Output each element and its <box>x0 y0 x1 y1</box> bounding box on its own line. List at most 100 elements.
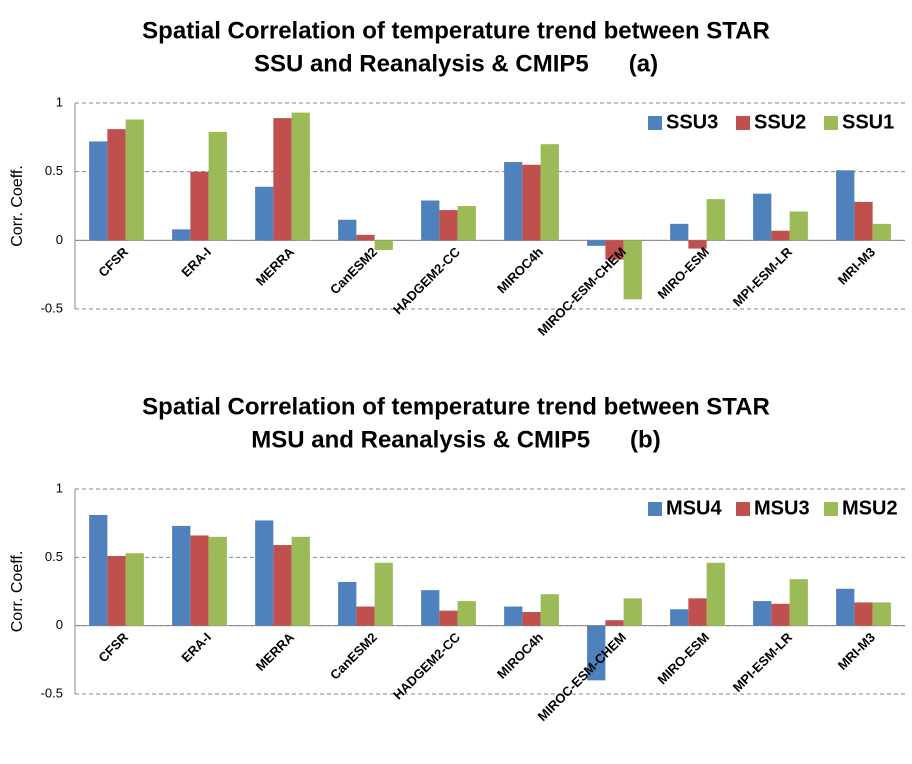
x-tick-label: MIROC4h <box>494 630 546 682</box>
bar <box>273 118 292 241</box>
bar <box>706 562 725 626</box>
bar <box>504 606 523 626</box>
bar <box>208 536 227 626</box>
x-tick-label: MIROC4h <box>494 244 546 296</box>
bar <box>605 240 624 260</box>
bar <box>421 590 440 626</box>
bar <box>587 240 606 246</box>
bar <box>789 579 808 626</box>
bar <box>356 606 375 626</box>
chart-title: MSU and Reanalysis & CMIP5 (b) <box>251 426 660 453</box>
bar <box>291 536 310 626</box>
bar <box>338 219 357 241</box>
bar <box>439 610 458 626</box>
bar <box>439 210 458 241</box>
bar <box>89 514 108 626</box>
y-axis-label: Corr. Coeff. <box>9 165 26 247</box>
bar <box>125 119 144 241</box>
bar <box>190 171 209 241</box>
chart-title: Spatial Correlation of temperature trend… <box>142 393 770 420</box>
bar <box>89 141 108 241</box>
legend-label: SSU2 <box>754 111 806 133</box>
bar <box>587 625 606 681</box>
bar <box>208 131 227 241</box>
y-axis-label: Corr. Coeff. <box>9 551 26 633</box>
chart-title: SSU and Reanalysis & CMIP5 (a) <box>254 50 658 77</box>
bar <box>771 230 790 241</box>
bar <box>457 601 476 626</box>
bar <box>854 201 873 241</box>
bar <box>172 525 191 626</box>
legend-label: MSU2 <box>842 497 898 519</box>
bar <box>623 598 642 626</box>
x-tick-label: ERA-I <box>178 630 214 666</box>
bar <box>836 588 855 626</box>
x-tick-label: ERA-I <box>178 244 214 280</box>
bar <box>789 211 808 241</box>
chart-title: Spatial Correlation of temperature trend… <box>142 17 770 44</box>
bar <box>540 594 559 626</box>
x-tick-label: MIROC-ESM-CHEM <box>535 244 629 338</box>
bar <box>872 223 891 241</box>
x-tick-label: MRI-M3 <box>835 630 878 673</box>
bar <box>504 162 523 241</box>
x-tick-label: MIRO-ESM <box>654 244 712 302</box>
x-tick-label: MERRA <box>253 244 298 289</box>
legend-swatch <box>824 116 838 130</box>
bar <box>457 206 476 241</box>
bar <box>338 581 357 626</box>
legend-swatch <box>824 502 838 516</box>
legend-label: MSU4 <box>666 497 722 519</box>
bar <box>107 129 126 241</box>
y-tick-label: 1 <box>56 480 63 495</box>
bar <box>356 234 375 241</box>
bar <box>540 144 559 241</box>
x-tick-label: MRI-M3 <box>835 244 878 287</box>
x-tick-label: CanESM2 <box>327 244 380 297</box>
bar <box>107 555 126 626</box>
y-tick-label: 0 <box>56 232 63 247</box>
x-tick-label: CFSR <box>95 629 131 665</box>
x-tick-label: MPI-ESM-LR <box>730 244 796 310</box>
bar <box>753 193 772 241</box>
bar <box>623 240 642 300</box>
bar <box>854 602 873 626</box>
x-tick-label: MIRO-ESM <box>654 630 712 688</box>
legend-swatch <box>736 502 750 516</box>
legend-swatch <box>648 116 662 130</box>
x-tick-label: CFSR <box>95 244 131 280</box>
x-tick-label: MPI-ESM-LR <box>730 629 796 695</box>
bar <box>670 609 689 626</box>
bar <box>605 620 624 626</box>
y-tick-label: 0.5 <box>45 549 63 564</box>
x-tick-label: MERRA <box>253 629 298 674</box>
y-tick-label: 0.5 <box>45 163 63 178</box>
bar <box>706 199 725 241</box>
bar <box>255 520 274 626</box>
y-tick-label: -0.5 <box>41 300 63 315</box>
bar <box>771 603 790 626</box>
bar <box>753 601 772 626</box>
bar <box>273 545 292 626</box>
bar <box>522 612 541 626</box>
bar <box>688 598 707 626</box>
legend-label: SSU3 <box>666 111 718 133</box>
x-tick-label: HADGEM2-CC <box>390 629 463 702</box>
x-tick-label: CanESM2 <box>327 630 380 683</box>
legend-swatch <box>736 116 750 130</box>
y-tick-label: -0.5 <box>41 685 63 700</box>
x-tick-label: HADGEM2-CC <box>390 244 463 317</box>
bar <box>125 553 144 626</box>
legend-label: MSU3 <box>754 497 810 519</box>
legend-swatch <box>648 502 662 516</box>
bar <box>522 164 541 241</box>
legend-label: SSU1 <box>842 111 894 133</box>
bar <box>255 186 274 241</box>
bar <box>421 200 440 241</box>
y-tick-label: 0 <box>56 617 63 632</box>
bar <box>374 240 393 250</box>
bar <box>836 170 855 241</box>
y-tick-label: 1 <box>56 94 63 109</box>
bar <box>670 223 689 241</box>
